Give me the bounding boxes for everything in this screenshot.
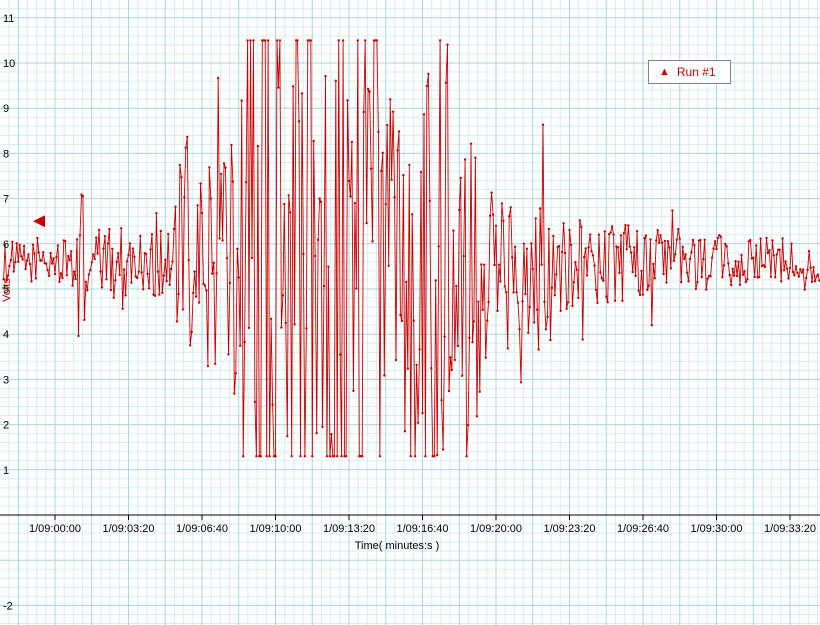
x-tick-label: 1/09:30:00 — [691, 523, 743, 535]
y-tick-label: 10 — [3, 58, 15, 70]
y-tick-label: 5 — [3, 284, 9, 296]
x-tick-label: 1/09:20:00 — [470, 523, 522, 535]
y-tick-label: 7 — [3, 194, 9, 206]
y-tick-label: 1 — [3, 465, 9, 477]
x-tick-label: 1/09:33:20 — [764, 523, 816, 535]
y-tick-label: -2 — [3, 600, 13, 612]
x-tick-label: 1/09:06:40 — [176, 523, 228, 535]
x-tick-label: 1/09:16:40 — [397, 523, 449, 535]
cursor-marker-icon — [33, 215, 45, 228]
y-tick-label: 4 — [3, 329, 9, 341]
x-tick-label: 1/09:23:20 — [544, 523, 596, 535]
y-tick-label: 9 — [3, 103, 9, 115]
legend: ▲ Run #1 — [648, 60, 731, 84]
y-axis-title: Volts — [1, 278, 13, 302]
x-tick-labels: 1/09:00:00 1/09:03:20 1/09:06:40 1/09:10:00… — [29, 523, 816, 535]
legend-triangle-icon: ▲ — [659, 65, 670, 78]
x-axis-title: Time( minutes:s ) — [355, 540, 440, 552]
x-tick-label: 1/09:00:00 — [29, 523, 81, 535]
y-tick-label: 3 — [3, 374, 9, 386]
signal-trace — [3, 39, 820, 457]
y-tick-labels: 11 10 9 8 7 6 5 4 3 2 1 -2 — [3, 13, 15, 613]
y-tick-label: 6 — [3, 239, 9, 251]
y-tick-label: 8 — [3, 148, 9, 160]
x-tick-label: 1/09:10:00 — [250, 523, 302, 535]
x-tick-label: 1/09:03:20 — [103, 523, 155, 535]
y-tick-label: 2 — [3, 420, 9, 432]
x-tick-label: 1/09:26:40 — [617, 523, 669, 535]
y-tick-label: 11 — [3, 13, 14, 25]
legend-series-label: Run #1 — [676, 65, 716, 79]
trace-markers — [2, 39, 820, 458]
x-tick-label: 1/09:13:20 — [323, 523, 375, 535]
x-axis — [0, 514, 820, 520]
